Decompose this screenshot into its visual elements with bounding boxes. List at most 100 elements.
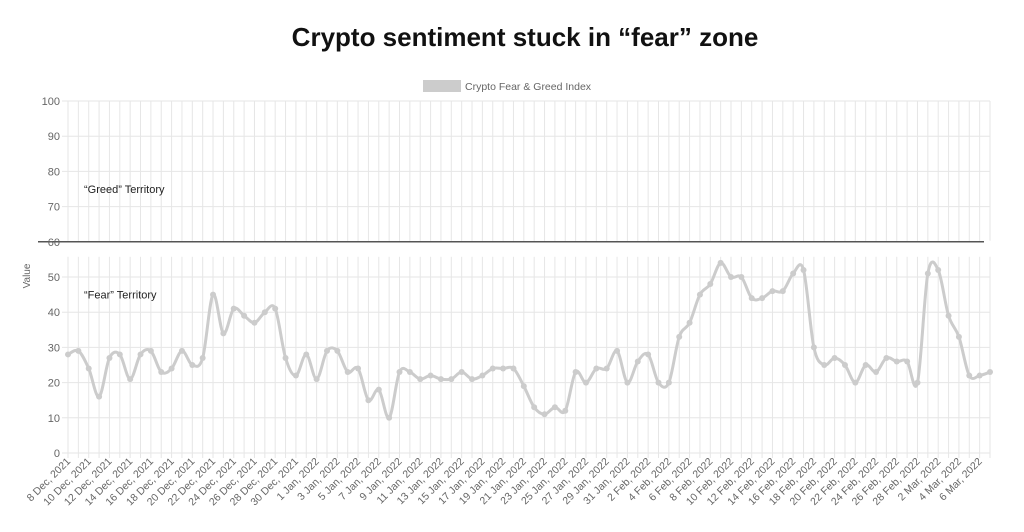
- data-point[interactable]: [127, 376, 134, 383]
- data-point[interactable]: [292, 372, 299, 379]
- data-point[interactable]: [427, 372, 434, 379]
- data-point[interactable]: [417, 376, 424, 383]
- data-point[interactable]: [893, 358, 900, 365]
- data-point[interactable]: [883, 354, 890, 361]
- data-point[interactable]: [85, 365, 92, 372]
- data-point[interactable]: [769, 288, 776, 295]
- data-point[interactable]: [728, 274, 735, 280]
- data-point[interactable]: [821, 362, 828, 368]
- data-point[interactable]: [199, 354, 206, 361]
- data-point[interactable]: [116, 351, 123, 358]
- data-point[interactable]: [624, 379, 631, 386]
- data-point[interactable]: [987, 369, 993, 376]
- data-point[interactable]: [137, 351, 144, 358]
- data-point[interactable]: [210, 291, 217, 298]
- data-point[interactable]: [572, 369, 579, 376]
- data-point[interactable]: [696, 291, 703, 298]
- greed-territory-label: “Greed” Territory: [84, 184, 165, 196]
- data-point[interactable]: [634, 358, 641, 365]
- data-point[interactable]: [645, 351, 652, 358]
- data-point[interactable]: [448, 376, 455, 383]
- data-point[interactable]: [520, 383, 527, 390]
- data-point[interactable]: [75, 347, 82, 354]
- data-point[interactable]: [178, 347, 185, 354]
- data-point[interactable]: [862, 362, 869, 368]
- data-point[interactable]: [365, 397, 372, 404]
- data-point[interactable]: [241, 312, 248, 319]
- data-point[interactable]: [800, 266, 807, 273]
- data-point[interactable]: [790, 270, 797, 277]
- data-point[interactable]: [976, 372, 983, 379]
- data-point[interactable]: [593, 365, 600, 372]
- data-point[interactable]: [935, 266, 942, 273]
- data-point[interactable]: [676, 333, 683, 340]
- data-point[interactable]: [147, 347, 154, 354]
- data-point[interactable]: [717, 259, 724, 266]
- legend[interactable]: Crypto Fear & Greed Index: [423, 80, 592, 93]
- data-point[interactable]: [924, 270, 931, 277]
- data-point[interactable]: [344, 369, 351, 376]
- data-point[interactable]: [904, 358, 911, 365]
- data-point[interactable]: [230, 305, 237, 312]
- y-tick-label: 40: [48, 307, 60, 319]
- data-point[interactable]: [251, 319, 258, 326]
- data-point[interactable]: [220, 330, 227, 337]
- data-point[interactable]: [272, 305, 279, 312]
- data-point[interactable]: [614, 347, 621, 354]
- data-point[interactable]: [665, 379, 672, 386]
- data-point[interactable]: [873, 369, 880, 376]
- data-point[interactable]: [655, 379, 662, 386]
- data-point[interactable]: [406, 369, 413, 376]
- data-point[interactable]: [955, 333, 962, 340]
- data-point[interactable]: [282, 354, 289, 361]
- data-point[interactable]: [707, 281, 714, 288]
- data-point[interactable]: [810, 344, 817, 351]
- data-point[interactable]: [261, 309, 268, 316]
- data-point[interactable]: [582, 379, 589, 386]
- y-tick-label: 100: [42, 96, 60, 108]
- data-point[interactable]: [551, 404, 558, 411]
- data-point[interactable]: [738, 274, 745, 280]
- data-point[interactable]: [779, 288, 786, 295]
- y-axis-label: Value: [22, 263, 33, 288]
- data-point[interactable]: [334, 347, 341, 354]
- data-point[interactable]: [303, 351, 310, 358]
- data-point[interactable]: [168, 365, 175, 372]
- data-point[interactable]: [686, 319, 693, 326]
- data-point[interactable]: [562, 407, 569, 414]
- data-point[interactable]: [841, 362, 848, 368]
- data-point[interactable]: [355, 365, 362, 372]
- data-point[interactable]: [437, 376, 444, 383]
- data-point[interactable]: [375, 386, 382, 393]
- series-line: [66, 260, 992, 420]
- data-point[interactable]: [945, 312, 952, 319]
- data-point[interactable]: [603, 365, 610, 372]
- data-point[interactable]: [966, 372, 973, 379]
- data-point[interactable]: [479, 372, 486, 379]
- data-point[interactable]: [396, 369, 403, 376]
- data-point[interactable]: [106, 354, 113, 361]
- data-point[interactable]: [759, 295, 766, 302]
- data-point[interactable]: [510, 365, 517, 372]
- data-point[interactable]: [531, 404, 538, 411]
- data-point[interactable]: [158, 369, 165, 376]
- data-point[interactable]: [323, 347, 330, 354]
- fear-territory-label: “Fear” Territory: [84, 290, 157, 302]
- data-point[interactable]: [65, 351, 71, 358]
- data-point[interactable]: [489, 365, 496, 372]
- data-point[interactable]: [914, 379, 921, 386]
- data-point[interactable]: [541, 411, 548, 418]
- annotations: “Greed” Territory “Fear” Territory: [84, 184, 165, 302]
- data-point[interactable]: [386, 414, 393, 421]
- data-point[interactable]: [96, 393, 103, 400]
- data-point[interactable]: [831, 354, 838, 361]
- data-point[interactable]: [189, 362, 196, 368]
- data-point[interactable]: [458, 369, 465, 376]
- data-point[interactable]: [469, 376, 476, 383]
- data-point[interactable]: [748, 295, 755, 302]
- data-point[interactable]: [500, 365, 507, 372]
- data-point[interactable]: [313, 376, 320, 383]
- y-tick-label: 50: [48, 272, 60, 284]
- data-point[interactable]: [852, 379, 859, 386]
